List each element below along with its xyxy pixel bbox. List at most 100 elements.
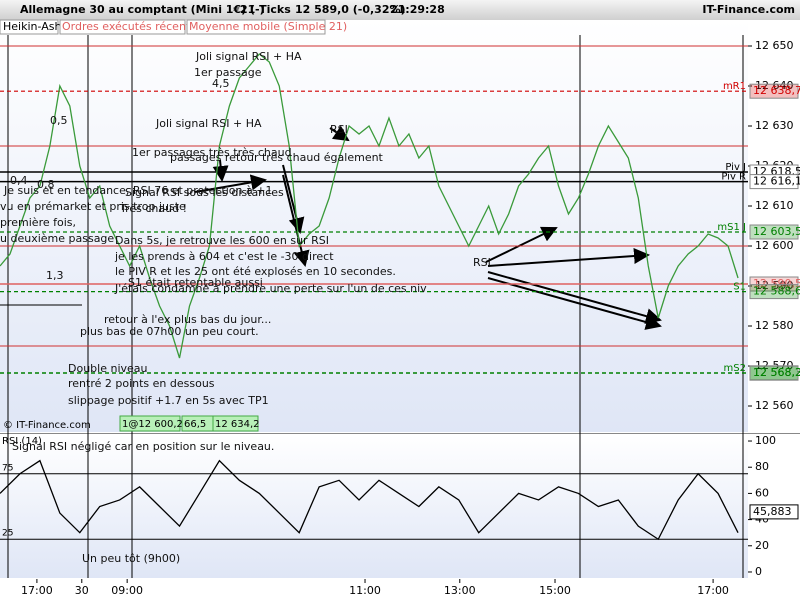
- arrow: [487, 271, 662, 324]
- level-box: [749, 276, 799, 292]
- order-label: 66,5: [184, 419, 206, 430]
- order-label: 1@12 600,2: [122, 419, 183, 430]
- y-tick-label: 80: [755, 460, 769, 473]
- series-line: [0, 459, 739, 541]
- level-box: [749, 224, 799, 240]
- last-price: 12 589,0 (-0,32%): [295, 3, 406, 16]
- level-label: 12 616,1: [753, 175, 800, 188]
- y-tick-label: 0: [755, 565, 762, 578]
- level-box: [749, 365, 799, 381]
- annotation: RSI: [473, 256, 491, 269]
- annotation: J'étais condamné à prendre une perte sur…: [114, 282, 427, 295]
- y-tick-label: 12 650: [755, 39, 794, 52]
- level-label: 12 568,3: [753, 366, 800, 379]
- price-panel: [0, 20, 748, 432]
- level-name: S1: [733, 282, 746, 293]
- y-tick-label: 20: [755, 539, 769, 552]
- level-box: [749, 284, 799, 300]
- order-box: [212, 415, 259, 432]
- annotation: 1er passage: [194, 66, 262, 79]
- x-tick-label: 09:00: [111, 584, 143, 597]
- annotation: Dans 5s, je retrouve les 600 en sur RSI: [115, 234, 329, 247]
- level-label: 12 590,5: [753, 277, 800, 290]
- arrow: [212, 159, 229, 182]
- y-tick-label: 12 630: [755, 119, 794, 132]
- session-separators: [0, 35, 744, 578]
- rsi-level-label: 25: [2, 529, 13, 539]
- x-tick-label: 17:00: [21, 584, 53, 597]
- annotation: Très chaud !: [119, 202, 187, 215]
- y-tick-label: 12 580: [755, 319, 794, 332]
- level-name: Piv J: [725, 162, 746, 173]
- tab-label[interactable]: Ordres exécutés récents: [62, 20, 196, 33]
- annotation: première fois,: [0, 216, 76, 229]
- clock: 21:29:28: [390, 3, 445, 16]
- annotation: Un peu tôt (9h00): [82, 552, 180, 565]
- rsi-level-label: 75: [2, 463, 13, 473]
- annotation: u deuxième passage: [0, 232, 114, 245]
- annotation: Joli signal RSI + HA: [155, 117, 262, 130]
- annotation: Double niveau: [68, 362, 148, 375]
- y-tick-label: 12 560: [755, 399, 794, 412]
- tab[interactable]: [186, 19, 326, 35]
- y-tick-label: 12 600: [755, 239, 794, 252]
- period: 21 Ticks: [240, 3, 291, 16]
- annotation: 0,5: [50, 114, 68, 127]
- order-label: 12 634,2: [215, 419, 260, 430]
- level-label: 12 603,5: [753, 225, 800, 238]
- brand: IT-Finance.com: [702, 3, 795, 16]
- annotation: 1,3: [46, 269, 64, 282]
- y-tick-label: 12 610: [755, 199, 794, 212]
- rsi-title: RSI (14): [2, 436, 42, 447]
- annotation: passages retour très chaud également: [170, 151, 384, 164]
- annotation: 0,8: [37, 178, 55, 191]
- tab-label[interactable]: Heikin-Ashi: [3, 20, 65, 33]
- annotation: vu en prémarket et pris trop juste: [0, 200, 186, 213]
- y-tick-label: 12 590: [755, 279, 794, 292]
- level-box: [749, 174, 799, 190]
- arrow: [282, 174, 310, 267]
- tab[interactable]: [59, 19, 186, 35]
- level-label: 12 588,6: [753, 285, 800, 298]
- order-box: [119, 415, 181, 432]
- annotation: retour à l'ex plus bas du jour...: [104, 313, 271, 326]
- annotation: rentré 2 points en dessous: [68, 377, 215, 390]
- level-box: [749, 83, 799, 99]
- x-tick-label: 15:00: [539, 584, 571, 597]
- level-name: Piv R: [721, 172, 746, 183]
- instrument: Allemagne 30 au comptant (Mini 1€) (-): [20, 3, 265, 16]
- y-tick-label: 12 640: [755, 79, 794, 92]
- annotation: RSI: [330, 123, 348, 136]
- level-label: 12 638,7: [753, 84, 800, 97]
- annotation: Signal RSI sous les distances: [125, 186, 284, 199]
- arrow: [487, 277, 662, 330]
- level-name: mS1 J: [717, 222, 746, 233]
- series-line: [0, 53, 739, 359]
- annotation: 1er passages très très chaud: [132, 146, 292, 159]
- annotation: Signal RSI négligé car en position sur l…: [12, 440, 274, 453]
- level-label: 12 568,2: [753, 366, 800, 379]
- annotation: Je suis et en tendance, RSI 76 et protec…: [3, 184, 272, 197]
- x-tick-label: 13:00: [444, 584, 476, 597]
- y-tick-label: 60: [755, 486, 769, 499]
- annotation: Joli signal RSI + HA: [195, 50, 302, 63]
- annotation: le PIV R et les 25 ont été explosés en 1…: [115, 265, 396, 278]
- level-name: mR1: [723, 81, 746, 92]
- x-tick-label: 11:00: [349, 584, 381, 597]
- last-label: 45,883: [753, 505, 792, 518]
- annotation: je les prends à 604 et c'est le -30 dire…: [114, 250, 334, 263]
- annotation: 0,4: [10, 174, 28, 187]
- annotation: slippage positif +1.7 en 5s avec TP1: [68, 394, 269, 407]
- tab[interactable]: [0, 19, 59, 35]
- tab-label[interactable]: Moyenne mobile (Simple 21): [189, 20, 347, 33]
- last-box: [749, 504, 799, 520]
- title-bar: [0, 0, 800, 20]
- copyright: © IT-Finance.com: [3, 420, 91, 431]
- x-tick-label: 17:00: [697, 584, 729, 597]
- arrow: [487, 247, 650, 267]
- annotation: 4,5: [212, 77, 230, 90]
- level-name: mS2: [724, 363, 746, 374]
- time-axis: [0, 579, 800, 600]
- annotation: plus bas de 07h00 un peu court.: [80, 325, 259, 338]
